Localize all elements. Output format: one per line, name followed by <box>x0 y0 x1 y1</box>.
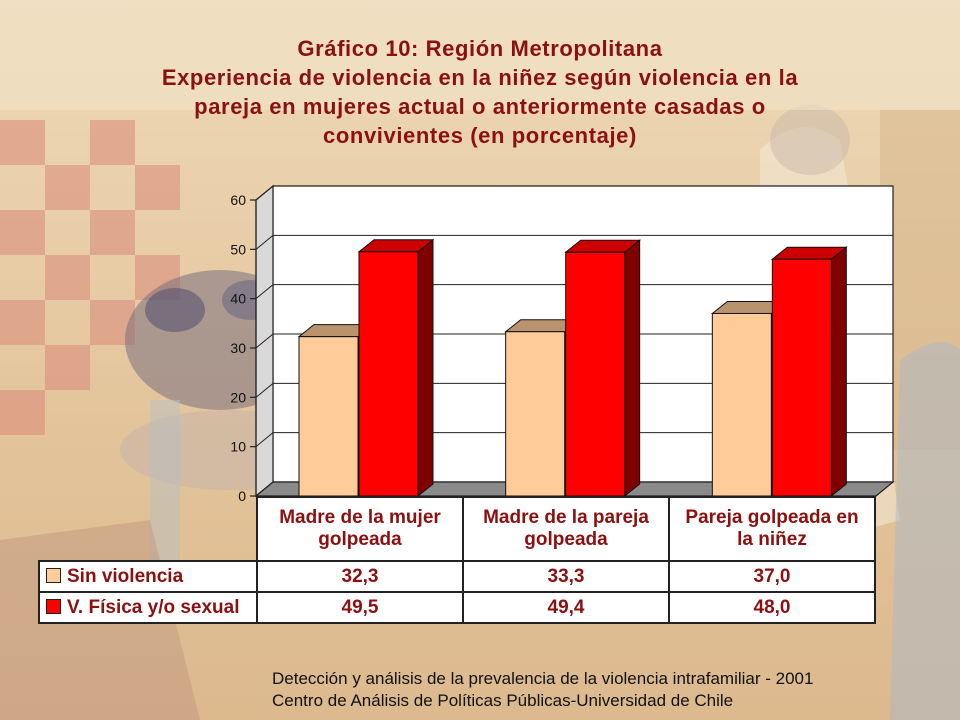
y-tick-label: 40 <box>230 291 246 307</box>
legend-label: V. Física y/o sexual <box>67 596 240 618</box>
y-tick-label: 10 <box>230 439 246 455</box>
category-label-line: golpeada <box>318 529 402 550</box>
legend-swatch-v-fisica <box>46 598 61 614</box>
table-corner <box>39 497 258 562</box>
category-label-line: Pareja golpeada en <box>685 507 859 528</box>
gridline-side <box>255 333 274 349</box>
chart-title: Gráfico 10: Región Metropolitana Experie… <box>100 34 860 150</box>
title-line: pareja en mujeres actual o anteriormente… <box>194 94 766 119</box>
gridline-side <box>255 382 274 398</box>
value-cell: 32,3 <box>256 560 464 593</box>
category-header: Madre de la mujer golpeada <box>256 496 464 562</box>
category-label-line: Madre de la mujer <box>279 507 441 528</box>
bar <box>711 312 772 497</box>
legend-label: Sin violencia <box>67 565 184 587</box>
title-line: Experiencia de violencia en la niñez seg… <box>161 65 799 90</box>
gridline-side <box>255 432 274 448</box>
y-tick-label: 20 <box>230 389 246 405</box>
title-line: Gráfico 10: Región Metropolitana <box>297 36 663 61</box>
source-line: Detección y análisis de la prevalencia d… <box>272 669 814 688</box>
bar-side <box>624 239 641 498</box>
y-tick-label: 30 <box>230 340 246 356</box>
y-tick-label: 60 <box>230 192 246 208</box>
y-tick-label: 0 <box>238 488 246 504</box>
bar <box>298 336 359 497</box>
value-cell: 49,4 <box>462 591 670 624</box>
legend-cell: V. Física y/o sexual <box>38 591 258 624</box>
legend-cell: Sin violencia <box>38 560 258 593</box>
bar <box>505 331 566 497</box>
title-line: convivientes (en porcentaje) <box>323 123 637 148</box>
table-row: Sin violencia 32,3 33,3 37,0 <box>38 560 876 593</box>
table-row: V. Física y/o sexual 49,5 49,4 48,0 <box>38 591 876 624</box>
legend-swatch-sin-violencia <box>46 567 61 583</box>
y-tick-label: 50 <box>230 241 246 257</box>
value-cell: 37,0 <box>668 560 876 593</box>
gridline-side <box>255 234 274 250</box>
gridline-side <box>255 185 274 201</box>
bar-side <box>417 238 434 498</box>
source-line: Centro de Análisis de Políticas Públicas… <box>272 691 734 710</box>
bar <box>771 258 832 497</box>
category-label-line: la niñez <box>737 529 807 550</box>
bar-side <box>830 246 847 498</box>
value-cell: 48,0 <box>668 591 876 624</box>
category-label-line: Madre de la pareja <box>483 507 649 528</box>
category-header: Pareja golpeada en la niñez <box>668 496 876 562</box>
category-label-line: golpeada <box>524 529 608 550</box>
source-note: Detección y análisis de la prevalencia d… <box>272 668 813 712</box>
bar <box>358 251 419 497</box>
value-cell: 33,3 <box>462 560 670 593</box>
bar <box>565 251 626 497</box>
gridline-side <box>255 284 274 300</box>
value-cell: 49,5 <box>256 591 464 624</box>
data-table: Madre de la mujer golpeada Madre de la p… <box>38 496 876 624</box>
category-header: Madre de la pareja golpeada <box>462 496 670 562</box>
